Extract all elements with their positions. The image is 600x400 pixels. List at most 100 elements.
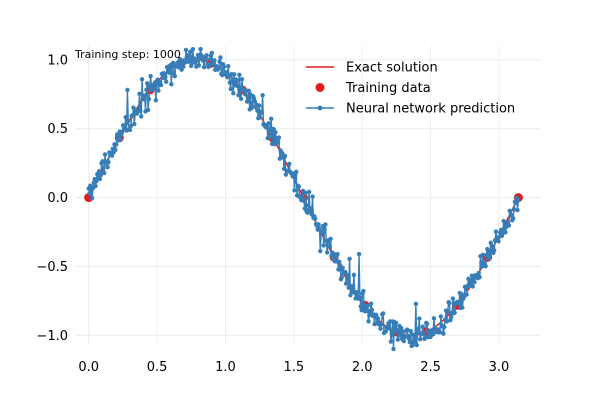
nn-prediction-point (448, 314, 454, 320)
nn-prediction-point (114, 142, 119, 147)
nn-prediction-point (407, 339, 413, 345)
nn-prediction-point (187, 58, 192, 63)
nn-prediction-point (209, 50, 215, 56)
nn-prediction-point (400, 329, 406, 334)
nn-prediction-point (114, 132, 120, 137)
nn-prediction-point (347, 256, 352, 261)
nn-prediction-point (489, 243, 494, 248)
nn-prediction-point (101, 170, 107, 176)
nn-prediction-point (361, 288, 366, 294)
nn-prediction-point (227, 80, 233, 85)
nn-prediction-point (255, 108, 260, 114)
nn-prediction-point (442, 324, 447, 330)
nn-prediction-point (234, 77, 239, 83)
legend: Exact solution Training data Neural networ… (306, 61, 515, 117)
nn-prediction-point (369, 307, 375, 313)
nn-prediction-point (366, 319, 371, 324)
nn-prediction-point (374, 312, 379, 318)
nn-prediction-point (464, 292, 469, 297)
nn-prediction-point (217, 59, 222, 64)
nn-prediction-point (339, 274, 345, 280)
nn-prediction-point (415, 330, 420, 336)
nn-prediction-point (388, 339, 394, 344)
nn-prediction-point (237, 72, 242, 78)
nn-prediction-point (318, 248, 323, 254)
nn-prediction-point (476, 270, 481, 276)
grid (75, 46, 540, 345)
nn-prediction-point (138, 108, 143, 113)
nn-prediction-point (444, 319, 450, 324)
nn-prediction-point (137, 91, 142, 96)
nn-prediction-point (343, 281, 349, 286)
nn-prediction-point (225, 63, 231, 69)
legend-label-2: Neural network prediction (346, 102, 515, 117)
nn-prediction-point (303, 190, 308, 196)
nn-prediction-point (417, 316, 422, 321)
nn-prediction-point (393, 320, 399, 326)
nn-prediction-point (236, 93, 241, 98)
nn-prediction-point (408, 328, 413, 334)
nn-prediction-point (260, 93, 265, 98)
y-tick-label: −0.5 (36, 260, 68, 275)
nn-prediction-point (413, 301, 419, 307)
nn-prediction-point (276, 135, 282, 140)
x-tick-label: 1.0 (215, 360, 236, 375)
x-tick-label: 2.0 (352, 360, 373, 375)
nn-prediction-point (340, 265, 345, 270)
nn-prediction-point (145, 107, 151, 113)
nn-prediction-point (367, 312, 372, 318)
nn-prediction-point (194, 57, 200, 62)
nn-prediction-point (406, 336, 412, 341)
nn-prediction-point (89, 195, 95, 201)
nn-prediction-point (336, 267, 341, 272)
nn-prediction-point (266, 121, 271, 126)
nn-prediction-point (221, 64, 227, 70)
nn-prediction-point (496, 239, 501, 244)
x-tick-label: 0.5 (147, 360, 168, 375)
nn-prediction-point (424, 321, 430, 326)
nn-prediction-point (379, 322, 384, 327)
nn-prediction-point (511, 207, 517, 212)
nn-prediction-point (310, 194, 315, 199)
nn-prediction-point (441, 331, 446, 336)
y-tick-label: 0.5 (47, 122, 68, 137)
nn-prediction-point (319, 230, 325, 235)
nn-prediction-point (460, 305, 465, 310)
nn-prediction-point (383, 329, 388, 334)
nn-prediction-point (158, 82, 164, 88)
nn-prediction-point (212, 58, 217, 63)
nn-prediction-point (292, 188, 297, 193)
nn-prediction-point (472, 279, 477, 285)
nn-prediction-point (105, 164, 110, 170)
nn-prediction-point (94, 178, 99, 184)
nn-prediction-point (450, 296, 456, 301)
nn-prediction-point (510, 215, 516, 221)
nn-prediction-point (487, 253, 493, 258)
nn-prediction-point (113, 147, 118, 153)
nn-prediction-point (244, 99, 250, 104)
nn-prediction-point (358, 304, 363, 309)
nn-prediction-point (430, 332, 436, 337)
nn-prediction-point (198, 46, 203, 52)
nn-prediction-point (357, 295, 363, 300)
nn-prediction-point (416, 326, 421, 331)
nn-prediction-point (238, 96, 244, 102)
nn-prediction-point (144, 87, 149, 92)
x-tick-label: 3.0 (489, 360, 510, 375)
nn-prediction-point (327, 244, 332, 249)
nn-prediction-point (196, 63, 202, 68)
nn-prediction-point (350, 286, 356, 292)
nn-prediction-point (273, 130, 278, 135)
nn-prediction-point (375, 316, 381, 321)
nn-prediction-point (181, 64, 186, 69)
nn-prediction-point (477, 274, 482, 280)
nn-prediction-point (378, 326, 383, 331)
nn-prediction-point (323, 222, 328, 227)
nn-prediction-point (484, 253, 489, 258)
nn-prediction-point (301, 198, 307, 204)
nn-prediction-point (118, 137, 123, 142)
nn-prediction-point (324, 250, 330, 255)
nn-prediction-point (228, 86, 233, 92)
y-tick-label: 0.0 (47, 191, 68, 206)
nn-prediction-point (102, 152, 108, 157)
